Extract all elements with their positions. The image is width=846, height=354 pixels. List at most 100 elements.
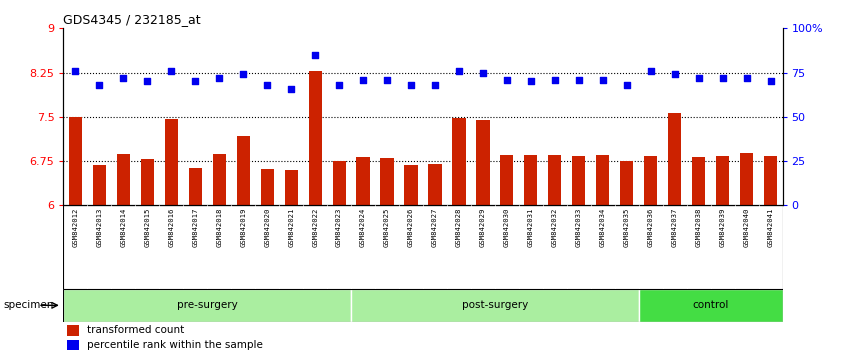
Text: GSM842041: GSM842041 <box>767 208 773 247</box>
Point <box>644 68 657 74</box>
Bar <box>63 205 783 289</box>
Bar <box>212 154 226 205</box>
Text: GSM842037: GSM842037 <box>672 208 678 247</box>
Text: GSM842022: GSM842022 <box>312 208 318 247</box>
Point <box>261 82 274 88</box>
Bar <box>525 155 537 205</box>
Text: control: control <box>693 300 728 310</box>
Point <box>500 77 514 82</box>
Point <box>572 77 585 82</box>
Bar <box>692 157 706 205</box>
Bar <box>716 156 729 205</box>
Point <box>284 86 298 91</box>
Bar <box>140 159 154 205</box>
Point <box>332 82 346 88</box>
Text: GSM842020: GSM842020 <box>264 208 270 247</box>
Bar <box>93 165 106 205</box>
Text: GSM842028: GSM842028 <box>456 208 462 247</box>
Text: GSM842024: GSM842024 <box>360 208 366 247</box>
Bar <box>351 289 639 322</box>
Bar <box>620 161 634 205</box>
Text: GSM842038: GSM842038 <box>695 208 701 247</box>
Bar <box>639 289 783 322</box>
Point <box>524 79 537 84</box>
Bar <box>740 153 753 205</box>
Text: GSM842034: GSM842034 <box>600 208 606 247</box>
Text: GSM842035: GSM842035 <box>624 208 629 247</box>
Bar <box>67 325 79 336</box>
Bar <box>548 155 562 205</box>
Bar <box>63 289 351 322</box>
Text: GSM842026: GSM842026 <box>408 208 414 247</box>
Bar <box>332 161 346 205</box>
Point <box>117 75 130 81</box>
Text: GSM842013: GSM842013 <box>96 208 102 247</box>
Text: GSM842040: GSM842040 <box>744 208 750 247</box>
Text: GDS4345 / 232185_at: GDS4345 / 232185_at <box>63 13 201 26</box>
Point <box>476 70 490 75</box>
Bar <box>309 71 321 205</box>
Bar <box>67 340 79 350</box>
Bar <box>644 156 657 205</box>
Text: GSM842029: GSM842029 <box>480 208 486 247</box>
Text: GSM842017: GSM842017 <box>192 208 198 247</box>
Bar <box>356 157 370 205</box>
Bar <box>476 120 490 205</box>
Text: GSM842018: GSM842018 <box>217 208 222 247</box>
Text: GSM842019: GSM842019 <box>240 208 246 247</box>
Text: specimen: specimen <box>3 300 54 310</box>
Point <box>380 77 393 82</box>
Point <box>716 75 729 81</box>
Bar <box>596 155 609 205</box>
Point <box>189 79 202 84</box>
Bar <box>189 168 202 205</box>
Point <box>404 82 418 88</box>
Text: GSM842025: GSM842025 <box>384 208 390 247</box>
Text: GSM842015: GSM842015 <box>145 208 151 247</box>
Point <box>428 82 442 88</box>
Text: GSM842014: GSM842014 <box>120 208 126 247</box>
Text: GSM842030: GSM842030 <box>504 208 510 247</box>
Point <box>92 82 106 88</box>
Bar <box>261 169 274 205</box>
Point <box>548 77 562 82</box>
Point <box>164 68 178 74</box>
Text: GSM842016: GSM842016 <box>168 208 174 247</box>
Point <box>236 72 250 77</box>
Bar <box>500 155 514 205</box>
Text: GSM842023: GSM842023 <box>336 208 342 247</box>
Point <box>667 72 681 77</box>
Bar <box>668 113 681 205</box>
Text: transformed count: transformed count <box>87 325 184 335</box>
Bar <box>165 119 178 205</box>
Point <box>212 75 226 81</box>
Bar <box>284 170 298 205</box>
Point <box>739 75 753 81</box>
Bar <box>404 165 418 205</box>
Bar <box>428 164 442 205</box>
Text: GSM842021: GSM842021 <box>288 208 294 247</box>
Bar <box>117 154 130 205</box>
Bar <box>453 118 465 205</box>
Text: GSM842036: GSM842036 <box>648 208 654 247</box>
Point <box>596 77 609 82</box>
Point <box>692 75 706 81</box>
Text: GSM842039: GSM842039 <box>720 208 726 247</box>
Point <box>308 52 321 58</box>
Point <box>452 68 465 74</box>
Text: GSM842033: GSM842033 <box>576 208 582 247</box>
Point <box>140 79 154 84</box>
Bar <box>381 158 393 205</box>
Text: GSM842012: GSM842012 <box>73 208 79 247</box>
Point <box>620 82 634 88</box>
Bar <box>69 117 82 205</box>
Point <box>69 68 82 74</box>
Text: GSM842032: GSM842032 <box>552 208 558 247</box>
Text: pre-surgery: pre-surgery <box>177 300 238 310</box>
Bar <box>764 156 777 205</box>
Text: GSM842031: GSM842031 <box>528 208 534 247</box>
Text: GSM842027: GSM842027 <box>432 208 438 247</box>
Text: post-surgery: post-surgery <box>462 300 528 310</box>
Point <box>356 77 370 82</box>
Bar <box>572 156 585 205</box>
